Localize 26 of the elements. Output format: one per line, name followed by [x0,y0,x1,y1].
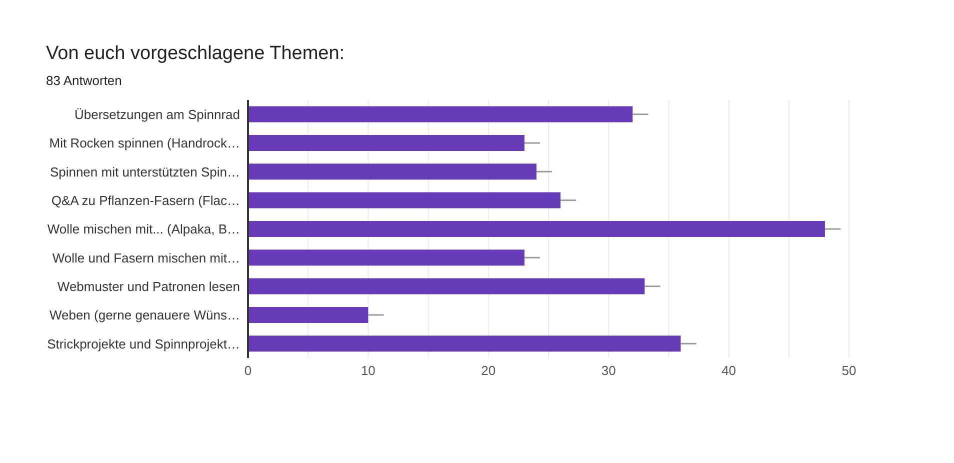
bar [248,164,536,180]
bar [248,106,633,122]
bar [248,336,681,352]
y-tick-label: Strickprojekte und Spinnprojekt… [47,336,240,352]
x-tick-label: 40 [722,363,736,378]
text: 83 Antworten [45,72,123,88]
x-tick-label: 50 [842,363,856,378]
y-tick-label: Weben (gerne genauere Wüns… [49,308,240,323]
chart-title: Von euch vorgeschlagene Themen: [45,42,346,65]
bar [248,220,825,237]
x-tick-label: 20 [481,363,496,378]
x-tick-label: 10 [360,363,376,378]
x-tick-label: 0 [244,363,252,378]
y-tick-label: Wolle und Fasern mischen mit… [52,250,240,266]
y-tick-label: Spinnen mit unterstützten Spin… [50,164,240,180]
bar [248,134,524,151]
bar [248,278,645,294]
y-tick-label: Webmuster und Patronen lesen [57,278,240,294]
x-tick-label: 30 [601,363,616,378]
bar [248,250,524,266]
y-tick-label: Wolle mischen mit... (Alpaka, B… [47,222,240,237]
y-tick-label: Q&A zu Pflanzen-Fasern (Flac… [51,192,240,208]
y-tick-label: Übersetzungen am Spinnrad [74,106,240,122]
bar [248,192,561,208]
y-tick-label: Mit Rocken spinnen (Handrock… [49,136,240,151]
bar [248,306,368,323]
